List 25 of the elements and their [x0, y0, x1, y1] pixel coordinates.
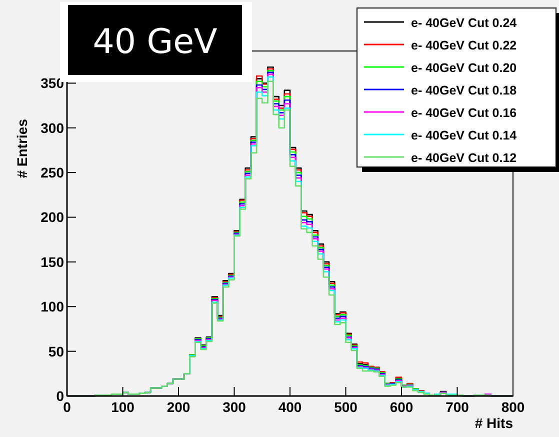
y-tick-label: 150 — [40, 254, 64, 270]
x-tick-label: 300 — [222, 399, 246, 415]
y-tick-label: 50 — [48, 343, 64, 360]
x-tick-label: 800 — [501, 399, 525, 415]
x-tick-label: 500 — [334, 399, 358, 415]
x-axis-title: # Hits — [474, 415, 514, 431]
x-tick-label: 700 — [446, 399, 470, 415]
legend-label: e- 40GeV Cut 0.16 — [411, 106, 517, 120]
legend-label: e- 40GeV Cut 0.12 — [411, 151, 517, 165]
y-tick-label: 200 — [40, 209, 64, 226]
y-tick-label: 300 — [40, 120, 64, 136]
legend-label: e- 40GeV Cut 0.20 — [411, 61, 517, 75]
y-tick-label: 100 — [40, 298, 64, 315]
y-tick-label: 0 — [56, 388, 64, 404]
legend-label: e- 40GeV Cut 0.14 — [411, 128, 517, 142]
legend-label: e- 40GeV Cut 0.22 — [411, 38, 517, 52]
chart-title: 40 GeV — [92, 22, 218, 62]
x-tick-label: 400 — [278, 399, 302, 415]
y-axis-title: # Entries — [14, 118, 30, 178]
x-tick-label: 200 — [166, 399, 190, 415]
x-tick-label: 100 — [111, 399, 135, 415]
x-tick-label: 600 — [390, 399, 414, 415]
legend-label: e- 40GeV Cut 0.18 — [411, 84, 517, 98]
legend-label: e- 40GeV Cut 0.24 — [411, 16, 517, 30]
y-tick-label: 250 — [40, 164, 64, 181]
